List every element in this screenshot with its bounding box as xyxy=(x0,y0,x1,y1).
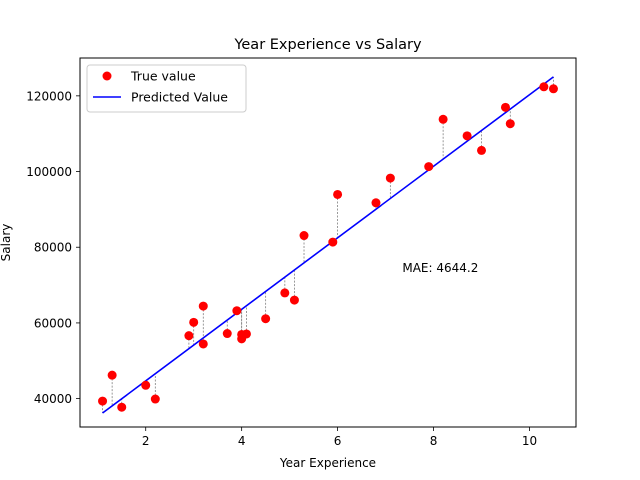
predicted-line-group xyxy=(102,76,554,414)
y-tick-label: 80000 xyxy=(34,241,72,255)
data-point xyxy=(371,198,381,208)
x-axis-ticks: 2 4 6 8 10 xyxy=(142,427,537,448)
data-point xyxy=(150,394,160,404)
chart-title: Year Experience vs Salary xyxy=(233,37,421,53)
data-point xyxy=(107,370,117,380)
data-point xyxy=(222,329,232,339)
data-point xyxy=(189,317,199,327)
data-point xyxy=(299,231,309,241)
x-tick-label: 8 xyxy=(430,434,438,448)
data-point xyxy=(198,301,208,311)
legend: True value Predicted Value xyxy=(86,64,247,113)
legend-label-predicted-value: Predicted Value xyxy=(131,90,228,105)
x-tick-label: 4 xyxy=(238,434,246,448)
data-point xyxy=(438,114,448,124)
data-point xyxy=(477,145,487,155)
predicted-value-line xyxy=(102,76,554,414)
y-axis-ticks: 40000 60000 80000 100000 120000 xyxy=(26,89,80,406)
legend-marker-true-value xyxy=(102,71,112,81)
data-point xyxy=(280,288,290,298)
data-point xyxy=(117,402,127,412)
data-point xyxy=(328,237,338,247)
y-tick-label: 100000 xyxy=(26,165,72,179)
x-tick-label: 6 xyxy=(334,434,342,448)
data-point xyxy=(289,295,299,305)
data-point xyxy=(184,331,194,341)
x-axis-label: Year Experience xyxy=(279,456,376,470)
x-tick-label: 2 xyxy=(142,434,150,448)
data-point xyxy=(462,131,472,141)
data-point xyxy=(505,119,515,129)
data-point xyxy=(98,396,108,406)
data-point xyxy=(232,306,242,316)
y-axis-label: Salary xyxy=(0,224,13,262)
data-point xyxy=(198,339,208,349)
data-point xyxy=(539,82,549,92)
data-point xyxy=(385,173,395,183)
data-point xyxy=(241,329,251,339)
data-point xyxy=(500,102,510,112)
y-tick-label: 60000 xyxy=(34,316,72,330)
y-tick-label: 120000 xyxy=(26,89,72,103)
axes-frame xyxy=(79,57,577,428)
data-point xyxy=(141,380,151,390)
data-points xyxy=(98,82,558,412)
data-point xyxy=(548,84,558,94)
data-point xyxy=(333,189,343,199)
mae-annotation: MAE: 4644.2 xyxy=(402,261,478,275)
y-tick-label: 40000 xyxy=(34,392,72,406)
legend-box xyxy=(86,64,247,113)
x-tick-label: 10 xyxy=(522,434,537,448)
data-point xyxy=(424,162,434,172)
legend-label-true-value: True value xyxy=(130,69,196,84)
data-point xyxy=(261,314,271,324)
